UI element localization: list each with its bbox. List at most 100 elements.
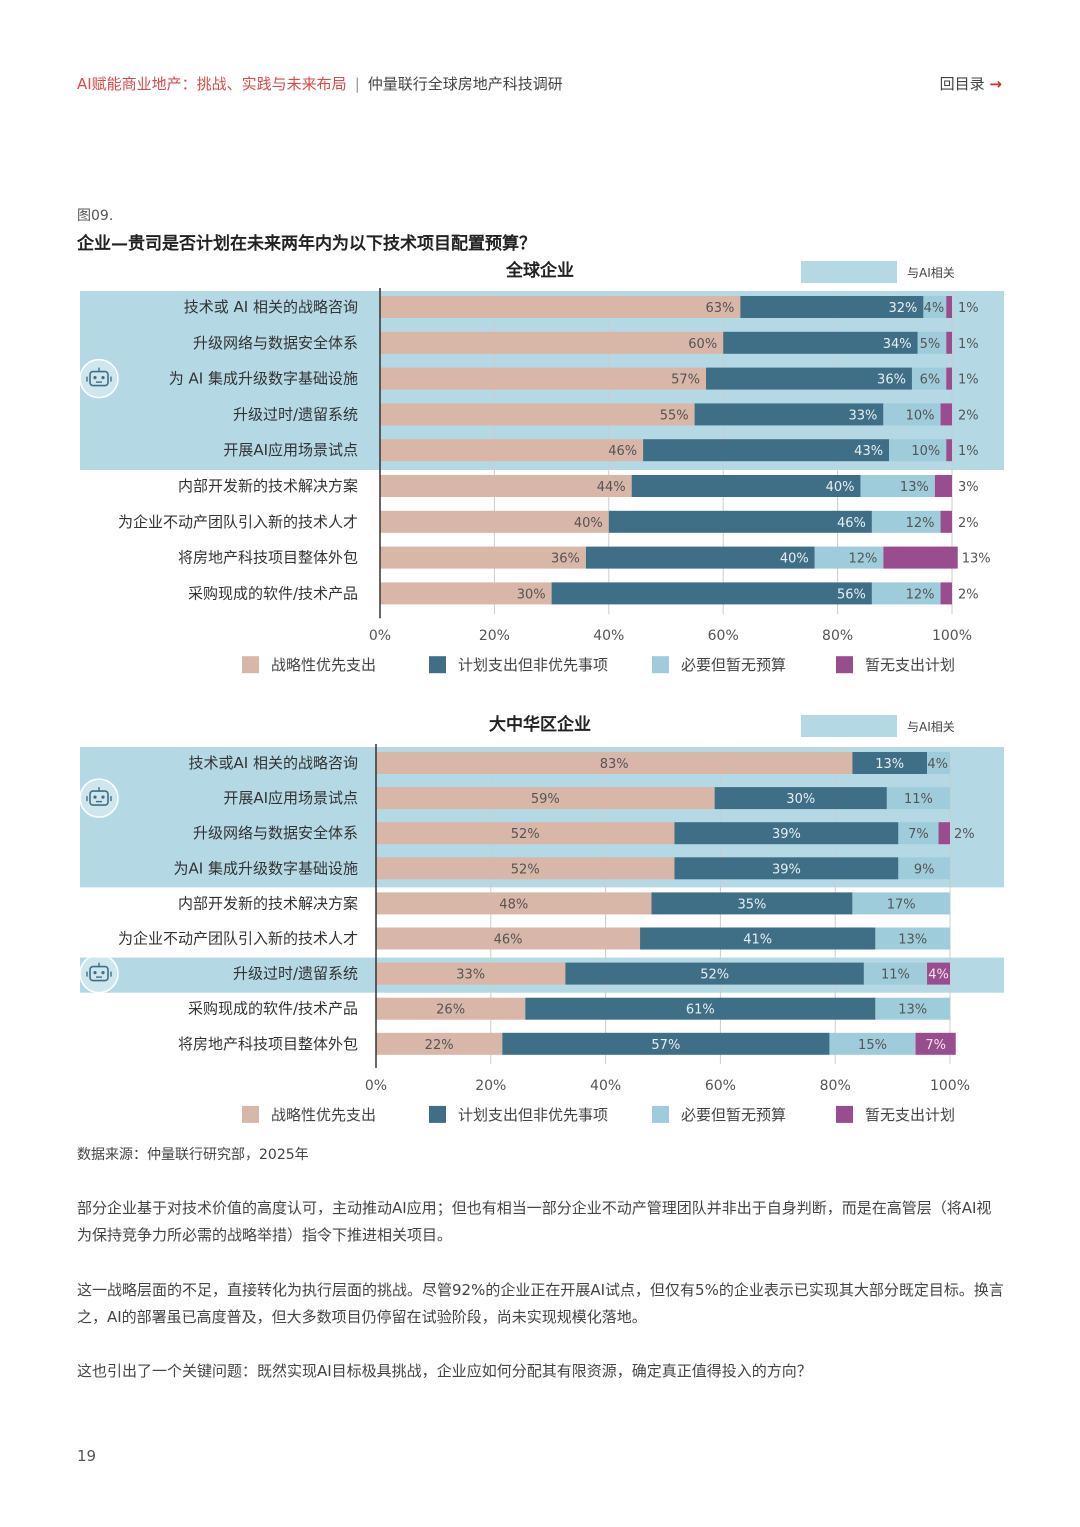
chart-title: 大中华区企业 <box>489 714 591 735</box>
data-label: 39% <box>772 827 801 842</box>
data-label: 44% <box>597 480 626 495</box>
ai-robot-icon <box>79 953 119 994</box>
bar-segment-strategic <box>380 546 586 569</box>
data-label: 11% <box>904 792 933 807</box>
data-label: 30% <box>517 587 546 602</box>
data-label: 10% <box>911 444 940 459</box>
data-label: 39% <box>772 862 801 877</box>
bar-segment-needed <box>871 582 941 605</box>
data-label: 4% <box>928 968 949 983</box>
data-label: 35% <box>738 897 767 912</box>
ai-legend-label: 与AI相关 <box>907 266 955 280</box>
page-number: 19 <box>77 1447 97 1465</box>
category-label: 采购现成的软件/技术产品 <box>188 1000 358 1018</box>
category-label: 升级网络与数据安全体系 <box>193 824 358 842</box>
category-label: 技术或 AI 相关的战略咨询 <box>184 298 358 316</box>
data-label: 26% <box>436 1003 465 1018</box>
data-source: 数据来源：仲量联行研究部，2025年 <box>77 1147 309 1163</box>
bar-row: 为企业不动产团队引入新的技术人才 40% 46% 12% 2% <box>118 510 979 533</box>
data-label: 59% <box>531 792 560 807</box>
bar-segment-none <box>934 475 952 497</box>
data-label: 46% <box>837 516 866 531</box>
data-label: 13% <box>875 757 904 772</box>
bar-segment-needed <box>829 1032 916 1055</box>
data-label: 12% <box>906 516 935 531</box>
x-tick-label: 0% <box>365 1078 387 1094</box>
ai-legend-label: 与AI相关 <box>907 720 955 734</box>
x-tick-label: 80% <box>820 1078 851 1094</box>
data-label: 1% <box>958 337 979 352</box>
x-tick-label: 100% <box>932 628 972 644</box>
bar-segment-strategic <box>380 439 644 462</box>
bar-segment-needed <box>871 510 941 533</box>
x-tick-label: 100% <box>930 1078 970 1094</box>
bar-segment-planned <box>643 439 890 462</box>
bar-segment-needed <box>898 857 950 880</box>
bar-segment-none <box>946 296 952 318</box>
bar-segment-strategic <box>380 475 632 497</box>
category-label: 开展AI应用场景试点 <box>223 441 358 459</box>
legend-item-strategic: 战略性优先支出 <box>242 1105 376 1124</box>
bar-segment-planned <box>706 367 912 390</box>
data-label: 9% <box>914 862 935 877</box>
legend-label: 必要但暂无预算 <box>681 656 786 674</box>
bar-row: 技术或AI 相关的战略咨询 83% 13% 4% <box>189 752 950 774</box>
ai-robot-icon <box>79 778 119 818</box>
bar-row: 为AI 集成升级数字基础设施 52% 39% 9% <box>174 857 950 880</box>
legend-item-none: 暂无支出计划 <box>836 656 955 674</box>
data-label: 22% <box>425 1038 454 1053</box>
bar-segment-planned <box>651 892 853 915</box>
bar-row: 升级网络与数据安全体系 60% 34% 5% 1% <box>193 331 979 354</box>
data-label: 2% <box>958 587 979 602</box>
bar-segment-strategic <box>376 752 853 774</box>
x-tick-label: 20% <box>479 628 510 644</box>
data-label: 10% <box>906 408 935 423</box>
paragraph-2: 这一战略层面的不足，直接转化为执行层面的挑战。尽管92%的企业正在开展AI试点，… <box>77 1281 1004 1326</box>
bar-segment-planned <box>551 582 872 605</box>
bar-segment-needed <box>875 997 950 1020</box>
back-to-contents-link[interactable]: 回目录 → <box>940 73 1002 94</box>
paragraph-3: 这也引出了一个关键问题：既然实现AI目标极具挑战，企业应如何分配其有限资源，确定… <box>77 1362 812 1380</box>
data-label: 33% <box>456 968 485 983</box>
data-label: 41% <box>743 933 772 948</box>
report-title: AI赋能商业地产：挑战、实践与未来布局 <box>77 75 347 93</box>
legend-label: 暂无支出计划 <box>865 656 955 674</box>
data-label: 52% <box>511 862 540 877</box>
bar-segment-needed <box>852 892 950 915</box>
data-label: 15% <box>858 1038 887 1053</box>
bar-row: 采购现成的软件/技术产品 26% 61% 13% <box>188 997 950 1020</box>
bar-segment-planned <box>714 787 887 810</box>
legend-item-planned: 计划支出但非优先事项 <box>429 1105 608 1124</box>
bar-segment-none <box>883 546 958 569</box>
data-label: 11% <box>881 968 910 983</box>
legend-swatch <box>652 1105 669 1123</box>
bar-segment-none <box>915 1032 956 1055</box>
data-label: 33% <box>848 408 877 423</box>
data-label: 46% <box>494 933 523 948</box>
data-label: 40% <box>826 480 855 495</box>
data-label: 12% <box>848 552 877 567</box>
legend-item-planned: 计划支出但非优先事项 <box>429 656 608 674</box>
data-label: 60% <box>688 337 717 352</box>
data-label: 40% <box>574 516 603 531</box>
bar-segment-needed <box>875 927 950 950</box>
bar-segment-strategic <box>376 822 675 845</box>
bar-row: 升级过时/遗留系统 55% 33% 10% 2% <box>233 403 979 426</box>
bar-row: 采购现成的软件/技术产品 30% 56% 12% 2% <box>188 582 979 605</box>
data-label: 2% <box>958 408 979 423</box>
data-label: 4% <box>924 301 945 316</box>
bar-segment-needed <box>889 439 947 462</box>
bar-segment-needed <box>860 475 935 497</box>
legend-swatch <box>429 656 446 674</box>
bar-segment-needed <box>927 752 950 774</box>
bar-segment-none <box>940 403 952 426</box>
category-label: 技术或AI 相关的战略咨询 <box>189 754 358 772</box>
data-label: 34% <box>883 337 912 352</box>
bar-segment-strategic <box>376 927 641 950</box>
data-label: 3% <box>958 480 979 495</box>
bar-segment-strategic <box>376 1032 503 1055</box>
legend-label: 战略性优先支出 <box>271 1106 376 1124</box>
data-label: 13% <box>900 480 929 495</box>
bar-segment-planned <box>525 997 876 1020</box>
report-subtitle: 仲量联行全球房地产科技调研 <box>367 75 563 93</box>
